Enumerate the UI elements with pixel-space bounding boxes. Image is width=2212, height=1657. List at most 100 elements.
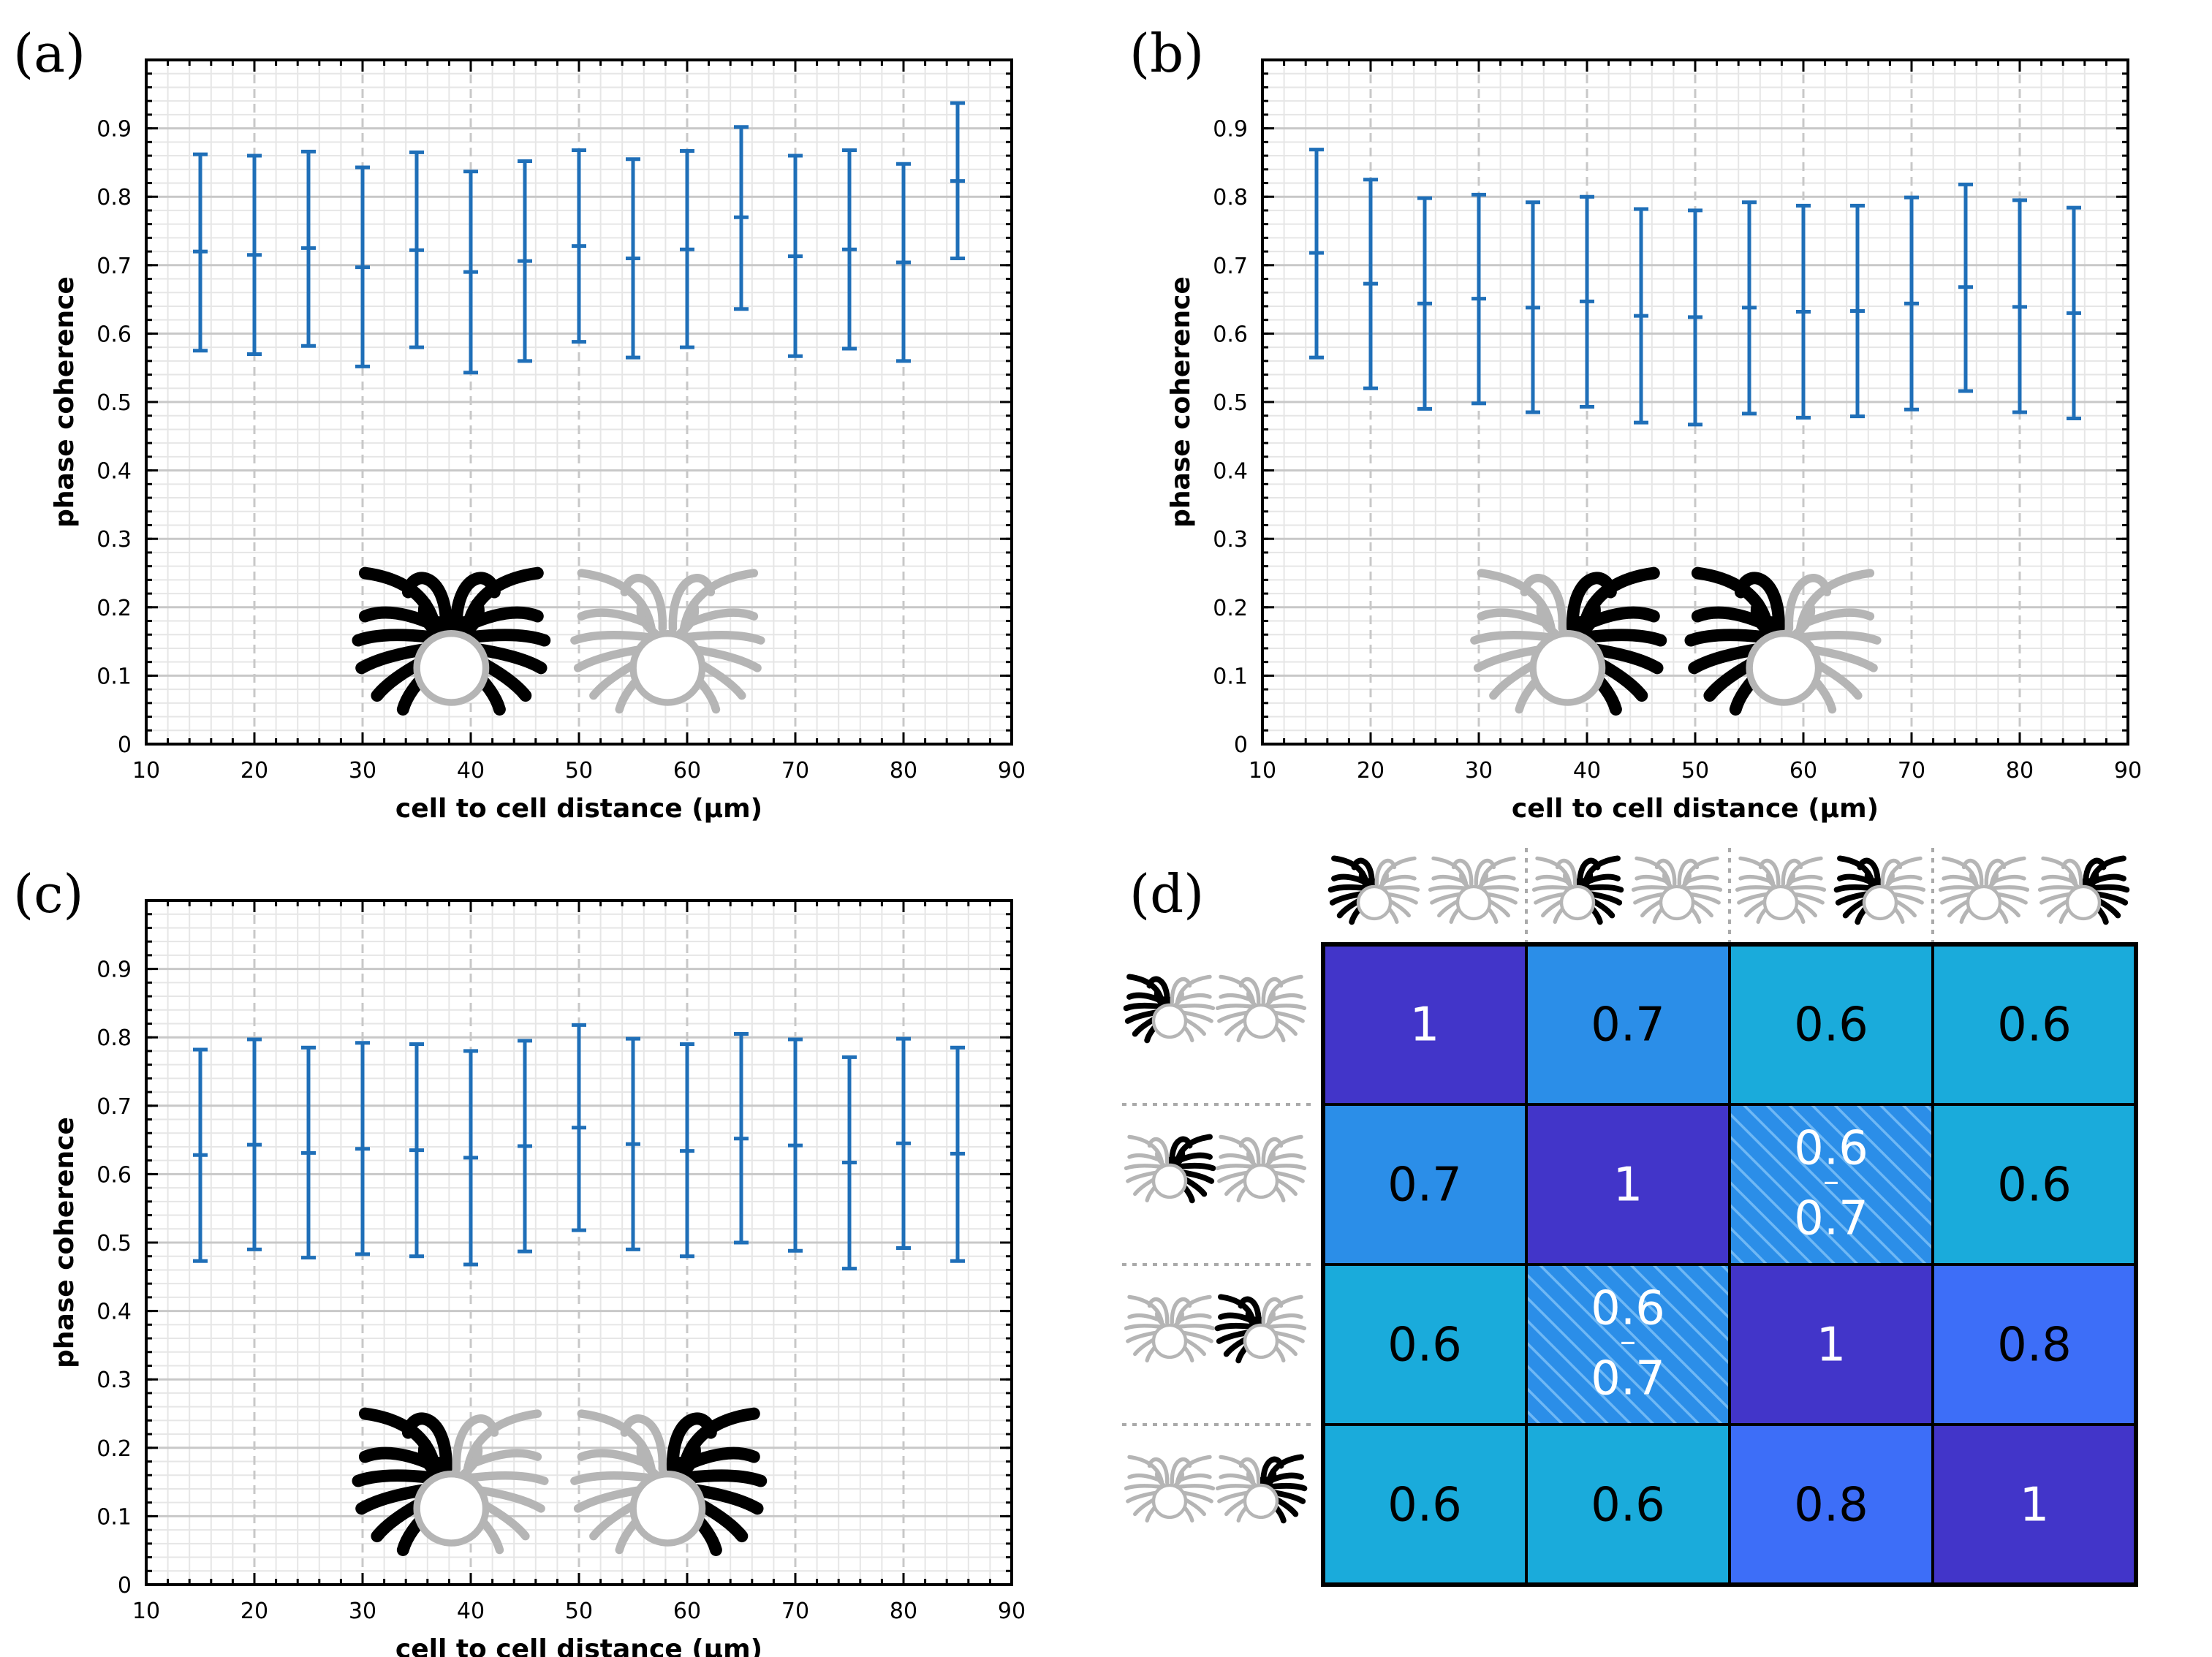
error-bar [463, 170, 478, 375]
y-tick-label: 0.2 [1213, 596, 1248, 621]
cell-body [1559, 884, 1596, 921]
cell-body [1243, 1163, 1279, 1199]
heatmap-cell-value: 0.8 [1997, 1319, 2072, 1373]
header-neuron-a-icon [1327, 855, 1420, 925]
y-tick-label: 0.8 [96, 185, 132, 211]
neuron-right-icon [570, 1407, 768, 1556]
cell-body [629, 629, 706, 706]
error-bar [896, 162, 911, 363]
y-tick-label: 0.6 [96, 322, 132, 347]
error-bar [355, 1041, 370, 1256]
heatmap-panel: (d) 1 0.7 0.6 0.6 0.7 1 0.6–0.7 0.6 0.6 0.6–0.7 1 0.… [1122, 848, 2138, 1587]
x-tick-label: 50 [565, 1599, 593, 1624]
row-neuron-a-icon [1123, 974, 1216, 1044]
error-bar [842, 1055, 857, 1271]
y-tick-label: 0.6 [1213, 322, 1248, 347]
error-bar [1580, 194, 1594, 409]
row-neuron-b-icon [1215, 1134, 1307, 1202]
error-bar [355, 165, 370, 368]
error-bar [842, 148, 857, 351]
y-tick-label: 0.9 [96, 117, 132, 143]
x-tick-label: 80 [2006, 758, 2034, 784]
error-bar [1417, 196, 1432, 411]
panel-label: (d) [1129, 863, 1204, 925]
x-tick-label: 70 [781, 758, 809, 784]
x-tick-label: 20 [240, 1599, 268, 1624]
y-tick-label: 0.9 [1213, 117, 1248, 143]
y-tick-label: 0 [118, 732, 132, 758]
error-bar [2067, 205, 2081, 420]
cell-body [1746, 629, 1822, 706]
header-neuron-a-icon [1938, 856, 2030, 924]
error-bar [518, 159, 532, 363]
heatmap-cell-value: 0.6 [1997, 1159, 2072, 1213]
heatmap-cell-value: 0.7 [1591, 998, 1665, 1053]
neuron-left-icon [352, 566, 551, 716]
heatmap-cell-value: 0.6 [1387, 1479, 1462, 1533]
x-tick-label: 10 [132, 758, 160, 784]
error-bar [301, 149, 316, 348]
heatmap-cell [1931, 1263, 2137, 1426]
error-bar [680, 148, 694, 349]
cell-body [1966, 884, 2002, 921]
x-tick-label: 50 [565, 758, 593, 784]
y-tick-label: 0.5 [1213, 390, 1248, 416]
row-neuron-a-icon [1124, 1455, 1216, 1523]
header-neuron-b-icon [1833, 855, 1926, 925]
row-neuron-b-icon [1215, 974, 1307, 1042]
y-tick-label: 0.4 [96, 1300, 132, 1325]
heatmap-cell-value: 0.6 [1997, 998, 2072, 1053]
error-bar [247, 1037, 262, 1251]
x-tick-label: 70 [781, 1599, 809, 1624]
error-bar [626, 1036, 640, 1251]
cell-body [1862, 884, 1898, 921]
x-tick-label: 80 [890, 758, 917, 784]
y-tick-label: 0.3 [96, 1368, 132, 1393]
heatmap-cell-value: 0.6–0.7 [1794, 1122, 1868, 1246]
y-axis-title: phase coherence [50, 276, 80, 528]
neuron-left-icon [352, 1407, 549, 1556]
error-bar [301, 1045, 316, 1260]
heatmap-cell [1525, 1103, 1731, 1266]
header-neuron-b-icon [1631, 856, 1723, 924]
y-tick-label: 0.2 [96, 596, 132, 621]
axis-ticks [145, 58, 1013, 746]
heatmap-cell-value: 0.6–0.7 [1591, 1282, 1665, 1406]
error-bar [463, 1049, 478, 1267]
axis-ticks [1261, 58, 2129, 746]
y-tick-label: 0.8 [96, 1025, 132, 1051]
x-tick-label: 90 [998, 758, 1026, 784]
error-bar [572, 148, 586, 344]
error-bar [1309, 148, 1324, 360]
cell-body [413, 1470, 490, 1547]
y-tick-label: 0 [118, 1573, 132, 1599]
cell-body [1151, 1483, 1188, 1520]
cell-body [1529, 629, 1606, 706]
error-bar [950, 1045, 965, 1263]
left-arms [1428, 856, 1474, 924]
cell-body [1151, 1323, 1188, 1360]
error-bar [1850, 203, 1865, 419]
error-bar [1363, 178, 1378, 390]
x-tick-label: 90 [998, 1599, 1026, 1624]
heatmap-cell-value: 1 [2020, 1479, 2050, 1533]
error-bar [1904, 195, 1919, 412]
cell-body [1151, 1003, 1188, 1039]
x-tick-label: 60 [673, 1599, 701, 1624]
error-bar [1688, 208, 1702, 427]
neuron-left-icon [1470, 566, 1667, 716]
y-tick-label: 0.9 [96, 958, 132, 983]
x-axis-title: cell to cell distance (µm) [395, 1634, 762, 1657]
heatmap-cell-value: 0.6 [1591, 1479, 1665, 1533]
error-bar [788, 153, 803, 358]
x-tick-label: 40 [457, 758, 485, 784]
x-tick-label: 30 [349, 1599, 376, 1624]
error-bar [1526, 200, 1540, 414]
heatmap-cell [1728, 1263, 1934, 1426]
y-tick-label: 0.3 [1213, 527, 1248, 553]
header-neuron-a-icon [1531, 855, 1624, 925]
x-tick-label: 20 [240, 758, 268, 784]
x-tick-label: 10 [132, 1599, 160, 1624]
heatmap-cell-value: 0.6 [1387, 1319, 1462, 1373]
